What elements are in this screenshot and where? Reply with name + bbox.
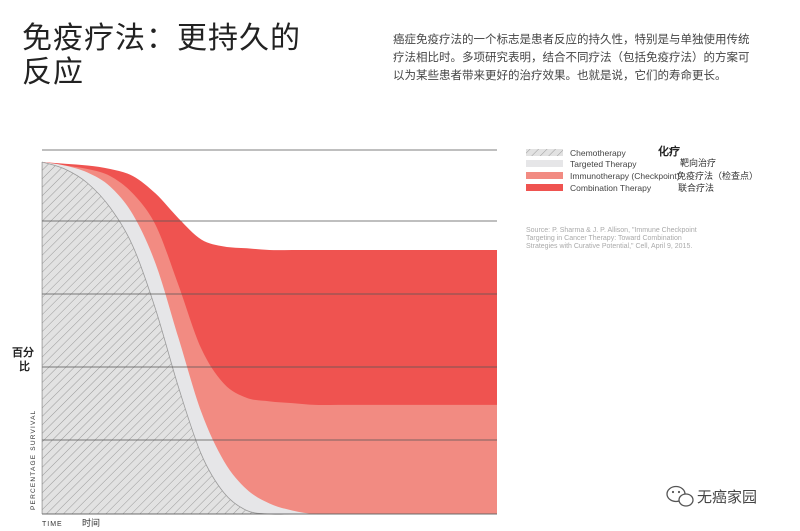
legend-label-zh: 联合疗法 <box>678 182 714 194</box>
y-axis-label-zh-1: 百分 <box>12 345 34 359</box>
watermark: 无癌家园 <box>666 485 757 507</box>
legend-label-zh: 免疫疗法（检查点） <box>677 170 758 182</box>
intro-paragraph: 癌症免疫疗法的一个标志是患者反应的持久性，特别是与单独使用传统疗法相比时。多项研… <box>393 32 750 82</box>
legend-label-zh: 化疗 <box>658 144 680 158</box>
legend-label: Targeted Therapy <box>570 159 637 169</box>
legend-swatch <box>526 184 563 191</box>
legend: Chemotherapy 化疗 Targeted Therapy 靶向治疗Immuno… <box>526 144 758 194</box>
source-line-2: Targeting in Cancer Therapy: Toward Comb… <box>526 235 682 242</box>
x-axis-label: TIME <box>42 521 63 528</box>
source-note: Source: P. Sharma & J. P. Allison, "Immu… <box>526 227 697 250</box>
source-line-3: Strategies with Curative Potential," Cel… <box>526 243 692 250</box>
legend-label: Combination Therapy <box>570 183 652 193</box>
legend-label: Chemotherapy <box>570 148 627 158</box>
legend-swatch <box>526 160 563 167</box>
source-line-1: Source: P. Sharma & J. P. Allison, "Immu… <box>526 227 697 234</box>
grid-lines <box>41 149 497 515</box>
legend-swatch <box>526 172 563 179</box>
series-areas <box>42 161 497 515</box>
legend-swatch <box>526 149 563 156</box>
x-axis-label-zh: 时间 <box>82 517 100 529</box>
y-axis-label-zh-2: 比 <box>19 359 30 373</box>
legend-label: Immunotherapy (Checkpoint) <box>570 171 680 181</box>
wechat-icon <box>666 485 694 507</box>
legend-label-zh: 靶向治疗 <box>680 157 716 169</box>
y-axis-label: PERCENTAGE SURVIVAL <box>30 410 37 510</box>
watermark-text: 无癌家园 <box>697 488 757 506</box>
page-title: 免疫疗法：更持久的反应 <box>22 21 301 90</box>
